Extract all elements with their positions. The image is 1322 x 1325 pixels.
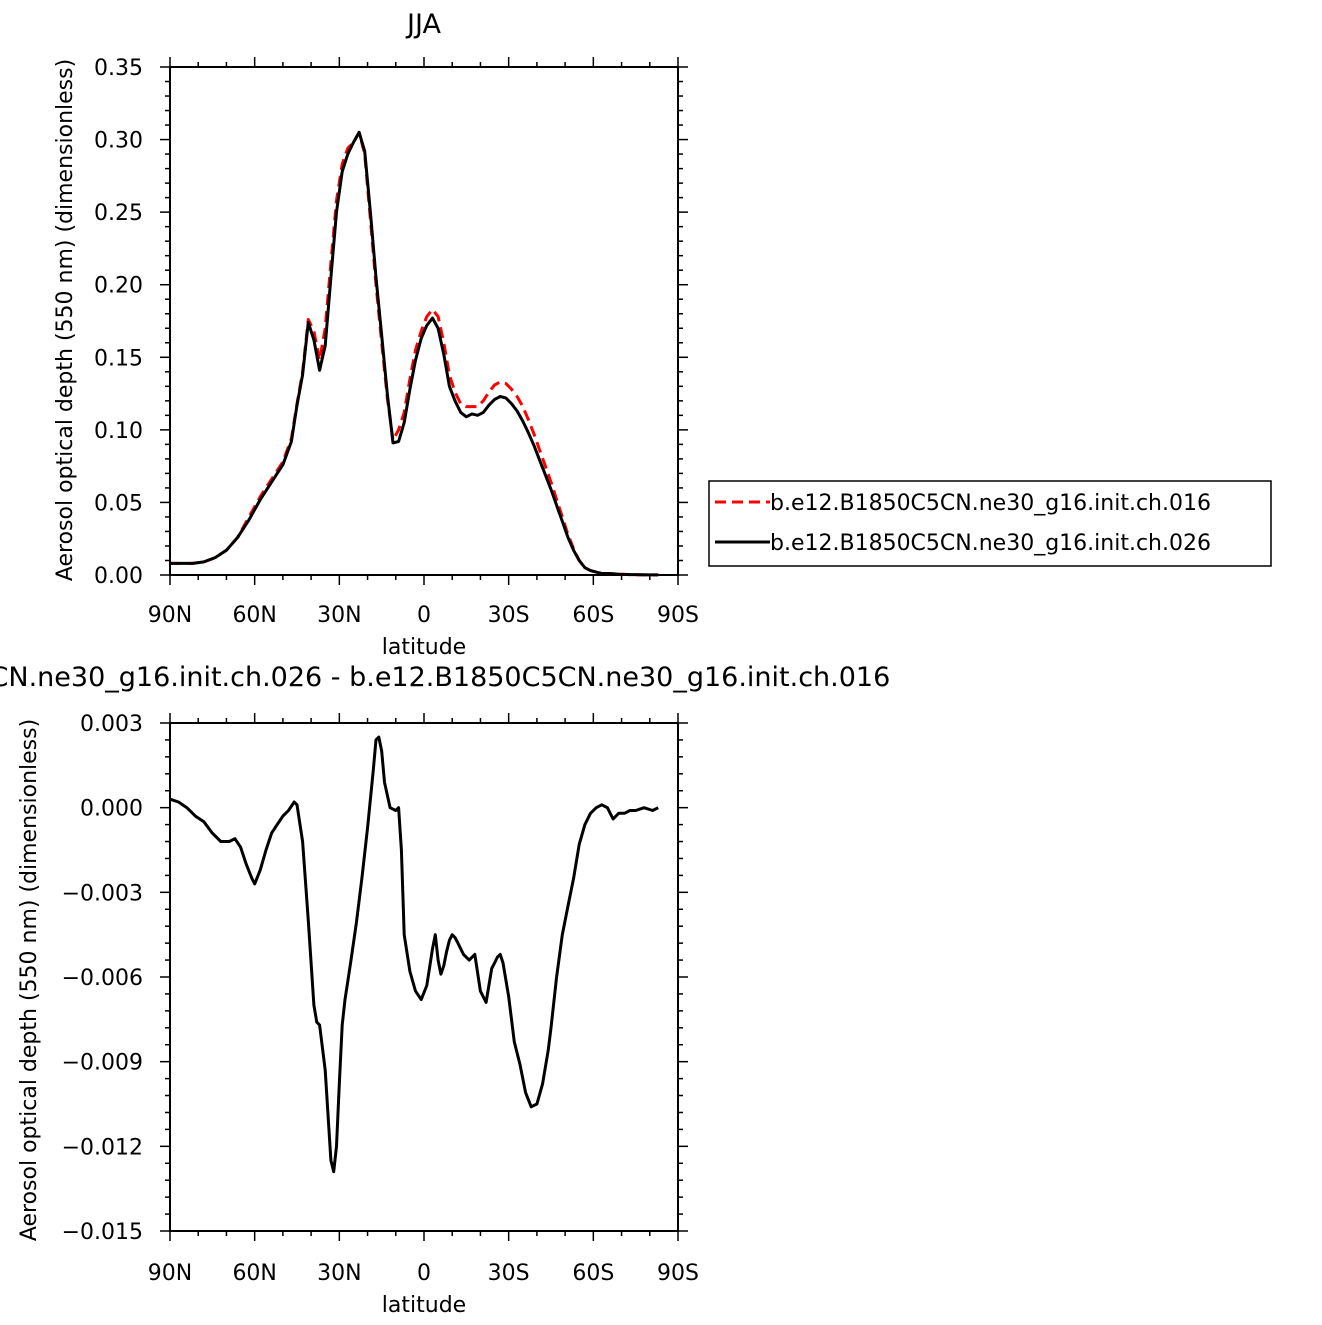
y-tick-label-bottom: −0.015 [62,1220,143,1245]
x-axis-title-bottom: latitude [382,1293,466,1318]
y-tick-label-bottom: −0.006 [62,966,143,991]
x-tick-label-bottom: 0 [417,1261,431,1286]
x-axis-title-top: latitude [382,635,466,660]
x-tick-label-bottom: 30N [317,1261,361,1286]
legend: b.e12.B1850C5CN.ne30_g16.init.ch.016 b.e… [708,480,1272,567]
x-tick-label-top: 30S [488,603,530,628]
series-line-top-1 [170,130,659,577]
legend-label-016: b.e12.B1850C5CN.ne30_g16.init.ch.016 [770,491,1211,516]
y-axis-title-top: Aerosol optical depth (550 nm) (dimensio… [53,59,78,581]
y-tick-label-top: 0.10 [94,419,143,444]
series-group-top [170,130,659,577]
y-tick-label-bottom: −0.012 [62,1135,143,1160]
axes-bottom: 90N 60N 30N 0 30S 60S 90S 0.003 0.000 −0.003 −0.00… [62,712,699,1286]
y-tick-label-top: 0.00 [94,564,143,589]
x-tick-label-top: 30N [317,603,361,628]
y-tick-label-top: 0.15 [94,346,143,371]
chart-panel-bottom: b.e12.B1850C5CN.ne30_g16.init.ch.026 - b… [0,662,890,1318]
y-tick-label-bottom: −0.003 [62,881,143,906]
x-tick-label-top: 0 [417,603,431,628]
chart-title-top: JJA [405,9,441,40]
x-tick-label-bottom: 90S [657,1261,699,1286]
chart-panel-top: JJA Aerosol optical depth (550 nm) (dime… [53,9,1272,660]
series-line-top-0 [170,130,659,577]
x-tick-label-top: 90N [148,603,192,628]
x-tick-label-top: 60S [572,603,614,628]
plot-frame-bottom [169,722,679,1232]
chart-title-bottom: b.e12.B1850C5CN.ne30_g16.init.ch.026 - b… [0,662,890,693]
y-tick-label-top: 0.20 [94,274,143,299]
series-group-bottom [169,735,659,1174]
axes-top: 90N 60N 30N 0 30S 60S 90S 0.00 0.05 0.10 0.15 0.20 0… [94,56,699,628]
x-tick-label-bottom: 30S [488,1261,530,1286]
plot-frame-top [169,66,679,576]
y-axis-title-bottom: Aerosol optical depth (550 nm) (dimensio… [17,719,42,1241]
y-tick-label-top: 0.35 [94,56,143,81]
y-tick-label-bottom: 0.000 [80,797,143,822]
legend-label-026: b.e12.B1850C5CN.ne30_g16.init.ch.026 [770,531,1211,556]
x-tick-label-bottom: 90N [148,1261,192,1286]
x-tick-label-top: 90S [657,603,699,628]
y-tick-label-top: 0.25 [94,201,143,226]
series-line-bottom-0 [169,735,659,1174]
x-tick-label-bottom: 60N [232,1261,276,1286]
legend-box [708,480,1272,567]
y-tick-label-top: 0.05 [94,491,143,516]
x-tick-label-top: 60N [232,603,276,628]
y-tick-label-top: 0.30 [94,129,143,154]
y-tick-label-bottom: 0.003 [80,712,143,737]
x-tick-label-bottom: 60S [572,1261,614,1286]
y-tick-label-bottom: −0.009 [62,1051,143,1076]
